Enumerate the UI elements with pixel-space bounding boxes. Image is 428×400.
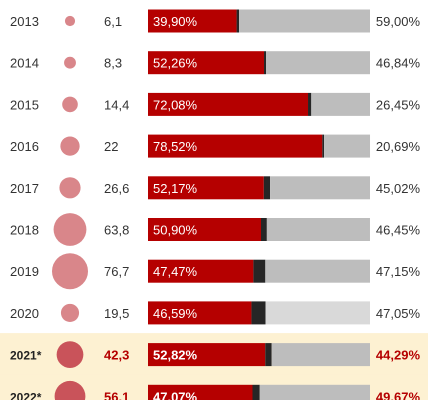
- bar-segment-1: [148, 384, 253, 400]
- bar-segment-3: [311, 92, 370, 116]
- bubble-mark: [59, 177, 81, 199]
- bar-segment-2: [252, 384, 260, 400]
- bar-segment-1: [148, 92, 309, 116]
- bar-segment-3: [265, 259, 370, 283]
- segment-label-3: 44,29%: [376, 348, 421, 363]
- bubble-value-label: 56,1: [104, 389, 129, 400]
- bubble-mark: [62, 96, 78, 113]
- segment-label-1: 72,08%: [153, 97, 198, 112]
- year-label: 2013: [10, 14, 39, 29]
- year-label: 2019: [10, 264, 39, 279]
- segment-label-3: 45,02%: [376, 181, 421, 196]
- bar-segment-3: [266, 218, 370, 241]
- segment-label-1: 46,59%: [153, 306, 198, 321]
- bar-segment-3: [259, 384, 370, 400]
- segment-label-1: 50,90%: [153, 223, 198, 238]
- segment-label-3: 26,45%: [376, 97, 421, 112]
- bar-segment-2: [260, 218, 267, 241]
- bar-segment-1: [148, 176, 264, 200]
- bar-segment-1: [148, 51, 265, 75]
- bubble-value-label: 76,7: [104, 264, 129, 279]
- bubble-value-label: 42,3: [104, 348, 129, 363]
- bar-segment-3: [265, 301, 370, 325]
- bar-segment-1: [148, 259, 254, 283]
- year-label: 2020: [10, 306, 39, 321]
- year-label: 2015: [10, 97, 39, 112]
- bar-segment-1: [148, 134, 323, 158]
- bubble-mark: [60, 136, 80, 156]
- segment-label-3: 47,15%: [376, 264, 421, 279]
- segment-label-3: 47,05%: [376, 306, 421, 321]
- bubble-mark: [64, 15, 76, 27]
- bar-segment-1: [148, 301, 252, 325]
- segment-label-1: 52,82%: [153, 348, 198, 363]
- bar-segment-2: [264, 51, 267, 75]
- bar-segment-1: [148, 9, 237, 33]
- year-label: 2016: [10, 139, 39, 154]
- bubble-mark: [64, 56, 76, 69]
- year-label: 2022*: [10, 390, 42, 400]
- segment-label-3: 46,45%: [376, 223, 421, 238]
- bubble-value-label: 14,4: [104, 97, 129, 112]
- bar-segment-1: [148, 218, 261, 241]
- segment-label-1: 52,26%: [153, 56, 198, 71]
- segment-label-1: 39,90%: [153, 14, 198, 29]
- year-label: 2018: [10, 223, 39, 238]
- segment-label-1: 52,17%: [153, 181, 198, 196]
- bar-segment-3: [271, 343, 370, 367]
- year-label: 2014: [10, 56, 39, 71]
- bar-segment-3: [266, 51, 370, 75]
- bar-segment-2: [236, 9, 240, 33]
- bubble-mark: [52, 253, 88, 290]
- bar-segment-3: [270, 176, 370, 200]
- bar-segment-1: [148, 343, 266, 367]
- bubble-value-label: 22: [104, 139, 118, 154]
- year-label: 2021*: [10, 349, 42, 363]
- bar-segment-2: [265, 343, 272, 367]
- bar-segment-2: [322, 134, 325, 158]
- bubble-value-label: 6,1: [104, 14, 122, 29]
- segment-label-1: 47,07%: [153, 389, 198, 400]
- segment-label-3: 59,00%: [376, 14, 421, 29]
- bar-segment-2: [263, 176, 271, 200]
- bubble-value-label: 8,3: [104, 56, 122, 71]
- segment-label-3: 46,84%: [376, 56, 421, 71]
- year-label: 2017: [10, 181, 39, 196]
- bubble-value-label: 19,5: [104, 306, 129, 321]
- segment-label-3: 20,69%: [376, 139, 421, 154]
- bubble-mark: [56, 341, 84, 368]
- bubble-mark: [53, 213, 87, 246]
- bubble-mark: [60, 303, 80, 322]
- bar-segment-3: [239, 9, 370, 33]
- bubble-mark: [54, 380, 86, 400]
- segment-label-1: 78,52%: [153, 139, 198, 154]
- bubble-value-label: 26,6: [104, 181, 129, 196]
- segment-label-3: 49,67%: [376, 389, 421, 400]
- bar-segment-2: [251, 301, 266, 325]
- bar-segment-3: [324, 134, 371, 158]
- segment-label-1: 47,47%: [153, 264, 198, 279]
- bar-segment-2: [253, 259, 266, 283]
- bar-segment-2: [308, 92, 312, 116]
- bubble-value-label: 63,8: [104, 223, 129, 238]
